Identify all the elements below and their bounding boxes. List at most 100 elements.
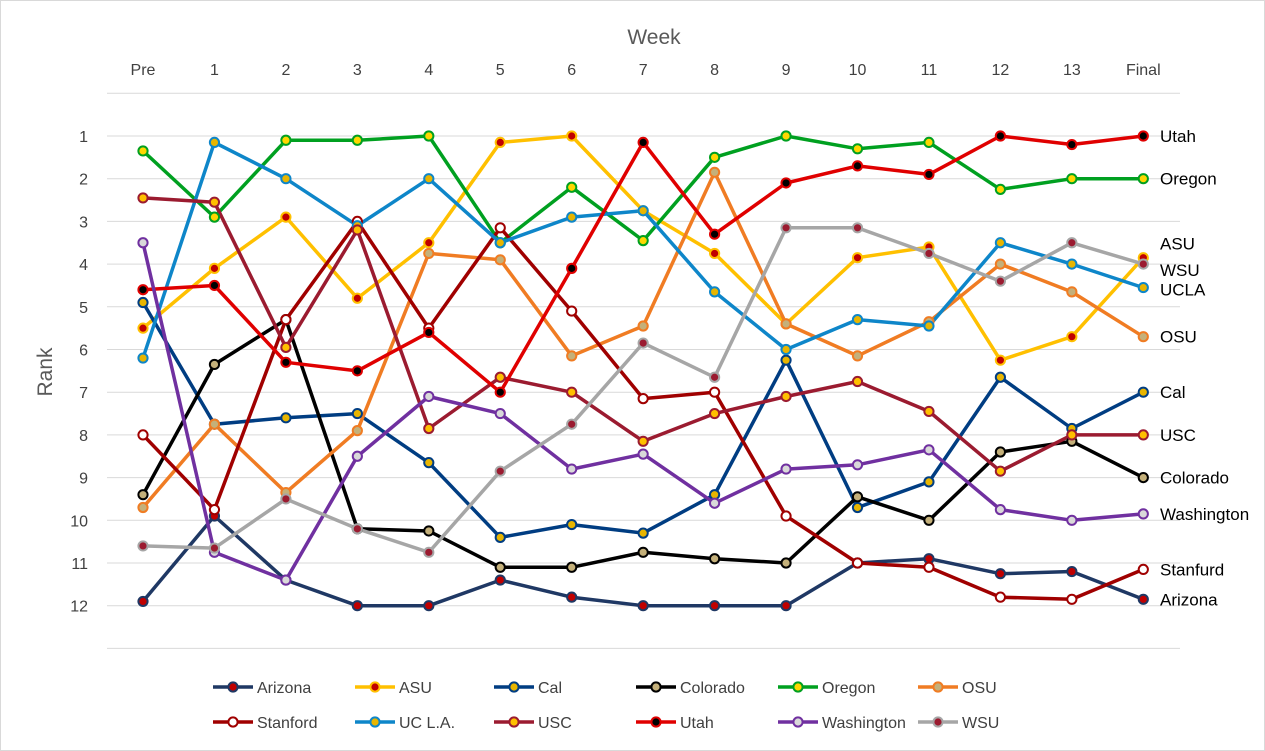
point-colorado bbox=[637, 546, 649, 558]
point-stanford bbox=[851, 557, 864, 569]
point-oregon bbox=[1066, 173, 1078, 185]
point-asu bbox=[280, 211, 292, 223]
y-tick-label: 2 bbox=[79, 172, 88, 189]
point-asu bbox=[709, 247, 721, 260]
point-uc-l-a bbox=[851, 314, 864, 326]
point-stanford bbox=[709, 386, 721, 398]
x-tick-label: 8 bbox=[710, 62, 719, 79]
legend-label-oregon: Oregon bbox=[822, 680, 875, 697]
point-uc-l-a bbox=[137, 352, 149, 364]
point-wsu bbox=[280, 493, 292, 505]
point-osu bbox=[1137, 331, 1149, 343]
x-tick-label: 12 bbox=[992, 62, 1010, 79]
point-wsu bbox=[637, 337, 649, 349]
y-tick-label: 10 bbox=[70, 513, 88, 530]
point-cal bbox=[280, 412, 292, 424]
point-cal bbox=[1137, 386, 1149, 398]
point-cal bbox=[780, 354, 792, 366]
point-colorado bbox=[1137, 472, 1149, 484]
end-label-cal: Cal bbox=[1160, 383, 1186, 402]
point-usc bbox=[1137, 429, 1149, 441]
legend-label-usc: USC bbox=[538, 715, 572, 732]
point-usc bbox=[280, 341, 292, 353]
point-cal bbox=[423, 457, 435, 469]
legend-label-wsu: WSU bbox=[962, 715, 999, 732]
point-wsu bbox=[923, 247, 935, 260]
point-osu bbox=[423, 247, 435, 260]
y-tick-label: 12 bbox=[70, 599, 88, 616]
point-osu bbox=[208, 418, 221, 430]
x-tick-label: 7 bbox=[639, 62, 648, 79]
point-osu bbox=[851, 350, 864, 362]
point-uc-l-a bbox=[637, 205, 649, 217]
point-washington bbox=[1137, 508, 1149, 520]
x-tick-label: 3 bbox=[353, 62, 362, 79]
x-tick-label: 11 bbox=[921, 62, 938, 79]
point-oregon bbox=[137, 145, 149, 157]
point-osu bbox=[137, 501, 149, 514]
point-arizona bbox=[566, 591, 578, 603]
legend-label-stanford: Stanford bbox=[257, 715, 317, 732]
y-axis-title: Rank bbox=[34, 347, 57, 397]
point-asu bbox=[208, 262, 221, 274]
legend-label-asu: ASU bbox=[399, 680, 432, 697]
point-arizona bbox=[709, 600, 721, 612]
legend-label-colorado: Colorado bbox=[680, 680, 745, 697]
point-washington bbox=[494, 407, 506, 420]
point-cal bbox=[137, 296, 149, 309]
legend-marker-osu bbox=[932, 681, 944, 693]
point-usc bbox=[351, 224, 363, 236]
point-arizona bbox=[351, 600, 363, 612]
point-colorado bbox=[423, 525, 435, 537]
point-washington bbox=[851, 459, 864, 471]
point-utah bbox=[566, 262, 578, 274]
legend-label-utah: Utah bbox=[680, 715, 714, 732]
point-stanford bbox=[780, 510, 792, 522]
point-uc-l-a bbox=[994, 237, 1007, 249]
point-usc bbox=[923, 405, 935, 418]
point-utah bbox=[994, 130, 1007, 142]
legend-marker-colorado bbox=[650, 681, 662, 693]
point-usc bbox=[851, 375, 864, 388]
point-uc-l-a bbox=[494, 237, 506, 249]
point-osu bbox=[780, 318, 792, 330]
legend-marker-arizona bbox=[227, 681, 239, 693]
point-oregon bbox=[923, 136, 935, 149]
point-stanford bbox=[994, 591, 1007, 603]
point-wsu bbox=[780, 222, 792, 234]
point-asu bbox=[1066, 331, 1078, 343]
legend-label-washington: Washington bbox=[822, 715, 906, 732]
point-colorado bbox=[494, 561, 506, 573]
point-uc-l-a bbox=[1066, 258, 1078, 270]
point-stanford bbox=[494, 222, 506, 234]
point-osu bbox=[494, 254, 506, 266]
x-tick-labels: Pre 1 2 3 4 5 6 7 8 9 10 11 12 13 Final bbox=[131, 62, 1161, 79]
point-utah bbox=[637, 136, 649, 149]
point-uc-l-a bbox=[208, 136, 221, 149]
point-arizona bbox=[637, 600, 649, 612]
point-usc bbox=[780, 390, 792, 403]
point-oregon bbox=[351, 134, 363, 146]
point-wsu bbox=[709, 371, 721, 383]
y-tick-label: 4 bbox=[79, 257, 88, 274]
legend-marker-uc-l-a bbox=[369, 716, 381, 728]
point-stanford bbox=[1066, 593, 1078, 605]
end-label-arizona: Arizona bbox=[1160, 590, 1218, 609]
point-uc-l-a bbox=[423, 173, 435, 185]
legend-marker-oregon bbox=[792, 681, 804, 693]
point-stanford bbox=[566, 305, 578, 317]
point-asu bbox=[566, 130, 578, 142]
point-usc bbox=[994, 465, 1007, 477]
point-asu bbox=[851, 252, 864, 264]
point-usc bbox=[637, 435, 649, 447]
point-oregon bbox=[1137, 173, 1149, 185]
point-washington bbox=[423, 390, 435, 403]
point-usc bbox=[208, 196, 221, 208]
point-washington bbox=[994, 504, 1007, 516]
point-usc bbox=[494, 371, 506, 383]
point-oregon bbox=[994, 183, 1007, 195]
point-colorado bbox=[709, 553, 721, 565]
y-tick-label: 9 bbox=[79, 471, 88, 488]
point-stanford bbox=[923, 561, 935, 573]
